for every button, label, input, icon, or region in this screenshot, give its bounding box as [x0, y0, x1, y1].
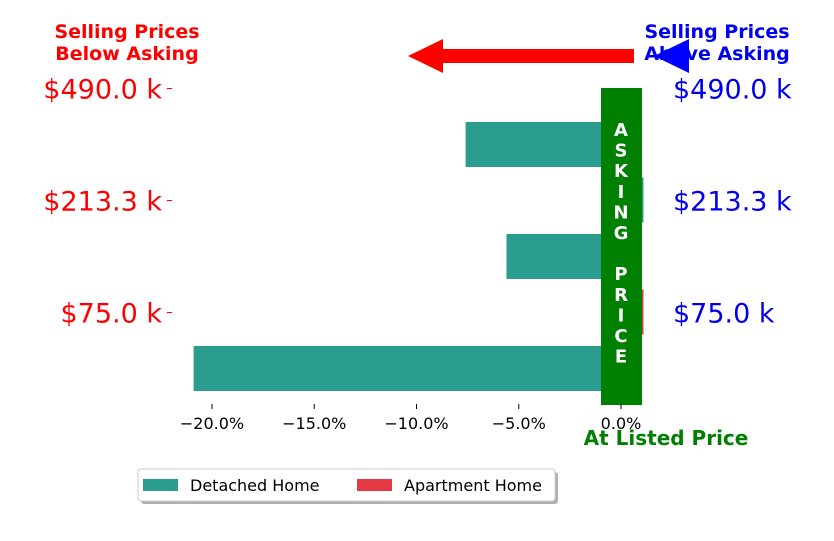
at-listed-price-label: At Listed Price: [584, 426, 749, 450]
legend: Detached Home Apartment Home: [137, 468, 558, 504]
left-header-line1: Selling Prices: [54, 21, 199, 43]
y-tick-label-right: $490.0 k: [673, 75, 792, 106]
bar-detached-0: [465, 122, 621, 167]
asking-price-letter: N: [613, 202, 628, 223]
legend-swatch-apartment: [357, 479, 392, 491]
left-header-line2: Below Asking: [55, 43, 198, 65]
right-header-line1: Selling Prices: [644, 21, 789, 43]
right-arrow-icon: [654, 39, 689, 73]
asking-price-letter: P: [614, 264, 627, 285]
x-tick-label: −15.0%: [282, 414, 346, 433]
legend-swatch-detached: [143, 479, 178, 491]
asking-price-letter: I: [618, 305, 625, 326]
asking-price-letter: K: [614, 161, 629, 182]
bar-detached-4: [193, 346, 621, 391]
asking-price-letter: E: [615, 347, 627, 368]
legend-label-apartment: Apartment Home: [404, 476, 542, 495]
asking-price-letter: R: [614, 285, 628, 306]
legend-label-detached: Detached Home: [190, 476, 320, 495]
y-tick-label-right: $75.0 k: [673, 299, 775, 330]
x-tick-label: −5.0%: [492, 414, 546, 433]
x-axis: −20.0% −15.0% −10.0% −5.0% 0.0%: [180, 404, 641, 433]
asking-price-letter: I: [618, 182, 625, 203]
bars-group: [193, 122, 644, 391]
x-tick-label: −10.0%: [384, 414, 448, 433]
x-tick-label: −20.0%: [180, 414, 244, 433]
y-tick-label-right: $213.3 k: [673, 187, 792, 218]
asking-price-letter: S: [615, 141, 628, 162]
left-arrow-icon: [408, 39, 634, 73]
asking-price-letter: C: [614, 326, 627, 347]
y-tick-label-left: $75.0 k: [60, 299, 162, 330]
asking-price-letter: A: [614, 120, 628, 141]
asking-price-band: [601, 88, 642, 405]
asking-price-letter: G: [614, 223, 629, 244]
y-axis: $490.0 k $490.0 k $213.3 k $213.3 k $75.0 k $…: [43, 75, 792, 330]
y-tick-label-left: $490.0 k: [43, 75, 162, 106]
y-tick-label-left: $213.3 k: [43, 187, 162, 218]
x-tick-label: 0.0%: [601, 414, 642, 433]
